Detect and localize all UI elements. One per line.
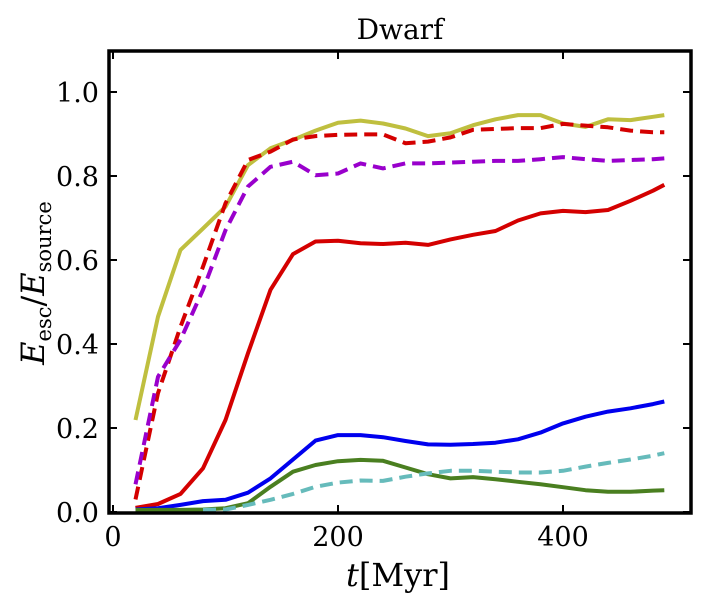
y-tick-label: 0.4 [56, 330, 99, 361]
y-tick-label: 0.8 [56, 162, 99, 193]
plot-frame [107, 49, 693, 515]
y-tick-label: 1.0 [56, 78, 99, 109]
x-tick-label: 400 [537, 522, 589, 553]
y-axis-sep: / [14, 296, 52, 307]
x-axis-label: t[Myr] [346, 556, 450, 594]
x-axis-var: t [346, 556, 359, 594]
y-tick-label: 0.2 [56, 414, 99, 445]
y-axis-label: Eesc/Esource [14, 201, 56, 366]
y-tick-label: 0.0 [56, 498, 99, 529]
chart-title: Dwarf [357, 13, 446, 46]
series-line-purple-dashed [133, 155, 665, 485]
y-axis-den-sub: source [32, 201, 56, 272]
y-axis-num-sub: esc [32, 307, 56, 342]
y-axis-num: E [14, 341, 52, 365]
y-tick-label: 0.6 [56, 246, 99, 277]
x-tick-label: 200 [312, 522, 364, 553]
series-line-blue-solid [135, 399, 665, 512]
series-line-red-solid [135, 183, 666, 510]
x-tick-label: 0 [104, 522, 121, 553]
y-axis-den: E [14, 272, 52, 296]
series-line-cyan-dashed [202, 451, 665, 512]
series-line-red-dashed [133, 121, 665, 500]
ticks-layer: 0 200 400 0.0 0.2 0.4 0.6 0.8 1.0 [56, 51, 691, 553]
series-layer [133, 113, 666, 512]
series-line-olive-solid [133, 113, 665, 421]
x-axis-unit: [Myr] [359, 556, 450, 594]
